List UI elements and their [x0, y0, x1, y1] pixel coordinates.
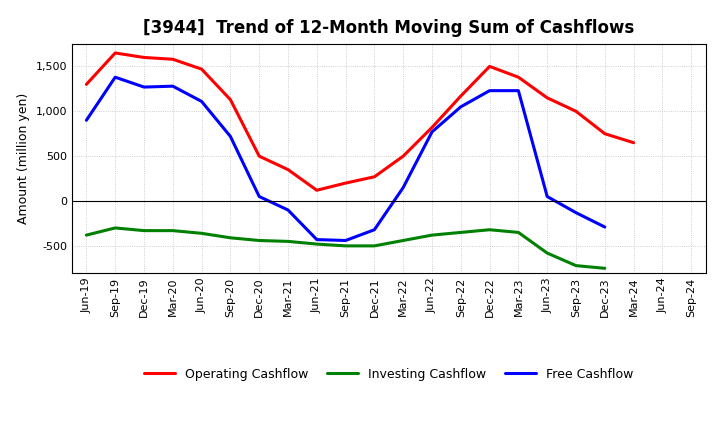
Free Cashflow — [485, 88, 494, 93]
Free Cashflow — [226, 134, 235, 139]
Free Cashflow — [600, 224, 609, 230]
Operating Cashflow — [226, 97, 235, 102]
Line: Free Cashflow: Free Cashflow — [86, 77, 605, 241]
Investing Cashflow — [197, 231, 206, 236]
Investing Cashflow — [600, 266, 609, 271]
Investing Cashflow — [399, 238, 408, 243]
Operating Cashflow — [111, 50, 120, 55]
Line: Investing Cashflow: Investing Cashflow — [86, 228, 605, 268]
Investing Cashflow — [456, 230, 465, 235]
Line: Operating Cashflow: Operating Cashflow — [86, 53, 634, 190]
Free Cashflow — [341, 238, 350, 243]
Title: [3944]  Trend of 12-Month Moving Sum of Cashflows: [3944] Trend of 12-Month Moving Sum of C… — [143, 19, 634, 37]
Investing Cashflow — [485, 227, 494, 232]
Operating Cashflow — [572, 109, 580, 114]
Operating Cashflow — [312, 187, 321, 193]
Operating Cashflow — [82, 82, 91, 87]
Free Cashflow — [168, 84, 177, 89]
Free Cashflow — [111, 74, 120, 80]
Free Cashflow — [255, 194, 264, 199]
Operating Cashflow — [168, 57, 177, 62]
Investing Cashflow — [543, 250, 552, 256]
Operating Cashflow — [197, 66, 206, 72]
Free Cashflow — [428, 129, 436, 135]
Operating Cashflow — [255, 154, 264, 159]
Free Cashflow — [197, 99, 206, 104]
Free Cashflow — [140, 84, 148, 90]
Free Cashflow — [370, 227, 379, 232]
Investing Cashflow — [312, 242, 321, 247]
Operating Cashflow — [543, 95, 552, 100]
Y-axis label: Amount (million yen): Amount (million yen) — [17, 93, 30, 224]
Operating Cashflow — [456, 93, 465, 99]
Investing Cashflow — [341, 243, 350, 249]
Investing Cashflow — [111, 225, 120, 231]
Operating Cashflow — [629, 140, 638, 145]
Investing Cashflow — [514, 230, 523, 235]
Free Cashflow — [543, 194, 552, 199]
Investing Cashflow — [370, 243, 379, 249]
Operating Cashflow — [485, 64, 494, 69]
Operating Cashflow — [514, 74, 523, 80]
Operating Cashflow — [428, 125, 436, 130]
Operating Cashflow — [341, 180, 350, 186]
Investing Cashflow — [255, 238, 264, 243]
Investing Cashflow — [284, 239, 292, 244]
Investing Cashflow — [428, 232, 436, 238]
Investing Cashflow — [140, 228, 148, 233]
Free Cashflow — [284, 207, 292, 213]
Investing Cashflow — [226, 235, 235, 240]
Operating Cashflow — [284, 167, 292, 172]
Operating Cashflow — [370, 174, 379, 180]
Free Cashflow — [312, 237, 321, 242]
Investing Cashflow — [82, 232, 91, 238]
Free Cashflow — [399, 185, 408, 190]
Free Cashflow — [456, 104, 465, 110]
Operating Cashflow — [140, 55, 148, 60]
Legend: Operating Cashflow, Investing Cashflow, Free Cashflow: Operating Cashflow, Investing Cashflow, … — [139, 363, 639, 385]
Free Cashflow — [514, 88, 523, 93]
Free Cashflow — [82, 117, 91, 123]
Free Cashflow — [572, 210, 580, 215]
Investing Cashflow — [572, 263, 580, 268]
Investing Cashflow — [168, 228, 177, 233]
Operating Cashflow — [600, 131, 609, 136]
Operating Cashflow — [399, 154, 408, 159]
